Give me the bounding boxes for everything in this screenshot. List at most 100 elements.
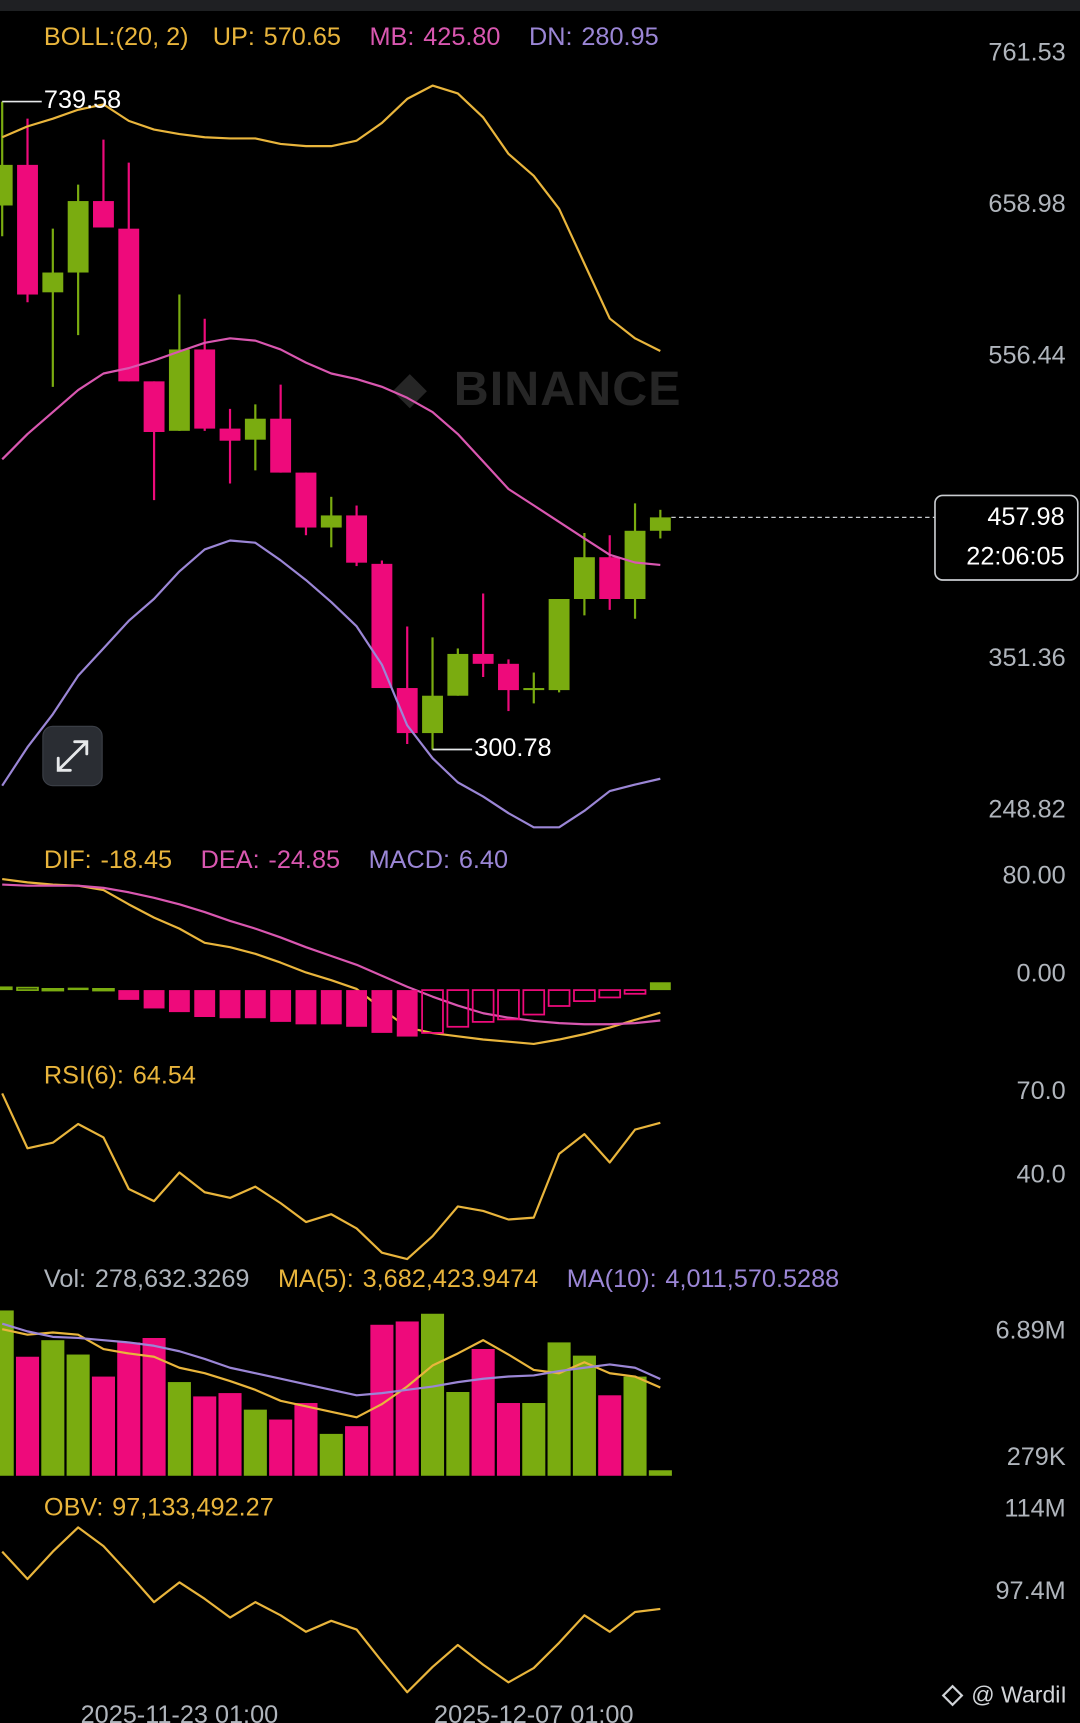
y-tick-label: 658.98	[988, 190, 1065, 218]
legend-name: OBV:	[44, 1493, 103, 1521]
y-tick-label: 351.36	[988, 644, 1065, 672]
candle-body	[244, 418, 266, 440]
candle-body	[194, 349, 216, 429]
volume-bar	[294, 1403, 318, 1476]
volume-bar	[193, 1396, 217, 1476]
candle-body	[599, 557, 621, 600]
candle-body	[447, 653, 469, 696]
indicator-line	[1, 1322, 661, 1397]
volume-bar	[142, 1337, 166, 1476]
legend-name: MB:	[370, 23, 415, 51]
macd-bar	[0, 986, 13, 991]
volume-bar	[0, 1310, 14, 1476]
y-tick-label: 80.00	[1002, 862, 1065, 890]
volume-bar	[167, 1382, 191, 1476]
candle-body	[17, 164, 38, 295]
x-tick-label: 2025-11-23 01:00	[81, 1701, 279, 1723]
legend-value: 3,682,423.9474	[363, 1265, 539, 1293]
candle-body	[548, 599, 570, 691]
indicator-line	[2, 877, 661, 1046]
candle-body	[270, 418, 292, 473]
macd-bar	[244, 990, 266, 1019]
candle-body	[143, 381, 165, 432]
y-tick-label: 279K	[1007, 1443, 1066, 1471]
legend-name: MA(10):	[567, 1265, 657, 1293]
macd-bar	[295, 990, 317, 1025]
countdown: 22:06:05	[966, 543, 1064, 571]
legend-value: 64.54	[133, 1062, 196, 1090]
y-tick-label: 114M	[1004, 1495, 1065, 1523]
volume-bar	[319, 1433, 343, 1476]
y-tick-label: 248.82	[988, 796, 1065, 824]
top-bar	[0, 0, 1080, 11]
macd-bar	[41, 987, 65, 992]
volume-bar	[218, 1393, 242, 1476]
expand-button[interactable]	[42, 725, 103, 787]
volume-bar	[648, 1470, 672, 1476]
candle-body	[422, 695, 443, 734]
macd-bar	[573, 989, 596, 1002]
expand-icon[interactable]	[56, 740, 89, 772]
legend-value: 6.40	[459, 846, 508, 874]
y-tick-label: 6.89M	[995, 1316, 1065, 1344]
volume-bar	[66, 1354, 90, 1476]
indicator-line	[1, 1093, 661, 1261]
macd-bar	[143, 990, 165, 1009]
macd-bar	[270, 990, 292, 1022]
indicator-line	[2, 883, 661, 1026]
volume-bar	[269, 1419, 293, 1476]
candle-body	[42, 272, 64, 293]
macd-bar	[396, 990, 418, 1037]
candle-body	[371, 563, 393, 689]
macd-bar	[118, 990, 140, 1000]
macd-bar	[649, 982, 671, 991]
candle-body	[168, 349, 190, 431]
volume-bar	[41, 1340, 65, 1476]
y-tick-label: 556.44	[988, 341, 1065, 369]
legend-value: -18.45	[100, 846, 172, 874]
extreme-label: 300.78	[474, 734, 551, 762]
legend-name: DN:	[529, 23, 573, 51]
y-tick-label: 97.4M	[995, 1577, 1065, 1605]
legend-name: RSI(6):	[44, 1062, 124, 1090]
indicator-line	[1, 337, 661, 567]
macd-bar	[522, 989, 546, 1016]
candle-body	[0, 164, 13, 206]
candle-body	[624, 530, 646, 600]
extreme-label: 739.58	[44, 86, 121, 114]
macd-bar	[446, 989, 470, 1028]
legend-name: DEA:	[201, 846, 260, 874]
volume-bar	[623, 1376, 647, 1476]
indicator-line	[1, 1526, 661, 1694]
legend-value: 425.80	[423, 23, 500, 51]
y-tick-label: 40.0	[1017, 1160, 1066, 1188]
candle-body	[346, 515, 368, 563]
indicator-line	[1, 84, 661, 352]
legend-name: DIF:	[44, 846, 92, 874]
macd-bar	[497, 989, 520, 1021]
volume-bar	[91, 1376, 115, 1476]
volume-bar	[395, 1321, 419, 1476]
macd-bar	[421, 989, 444, 1034]
macd-bar	[320, 990, 342, 1025]
volume-bar	[370, 1324, 394, 1476]
volume-bar	[572, 1355, 596, 1476]
volume-bar	[345, 1426, 369, 1476]
candle-body	[67, 201, 89, 273]
macd-bar	[92, 987, 115, 992]
credit-diamond	[941, 1684, 964, 1707]
macd-bar	[168, 990, 190, 1013]
volume-bar	[15, 1356, 40, 1476]
macd-bar	[371, 990, 393, 1033]
candle-body	[472, 653, 494, 664]
candle-body	[523, 688, 545, 691]
candle-body	[320, 515, 342, 528]
macd-bar	[346, 990, 368, 1027]
candle-body	[118, 228, 140, 382]
watermark-logo	[392, 374, 427, 409]
legend-name: UP:	[213, 23, 255, 51]
indicator-title: BOLL:(20, 2)	[44, 23, 189, 51]
legend-value: 278,632.3269	[95, 1265, 250, 1293]
